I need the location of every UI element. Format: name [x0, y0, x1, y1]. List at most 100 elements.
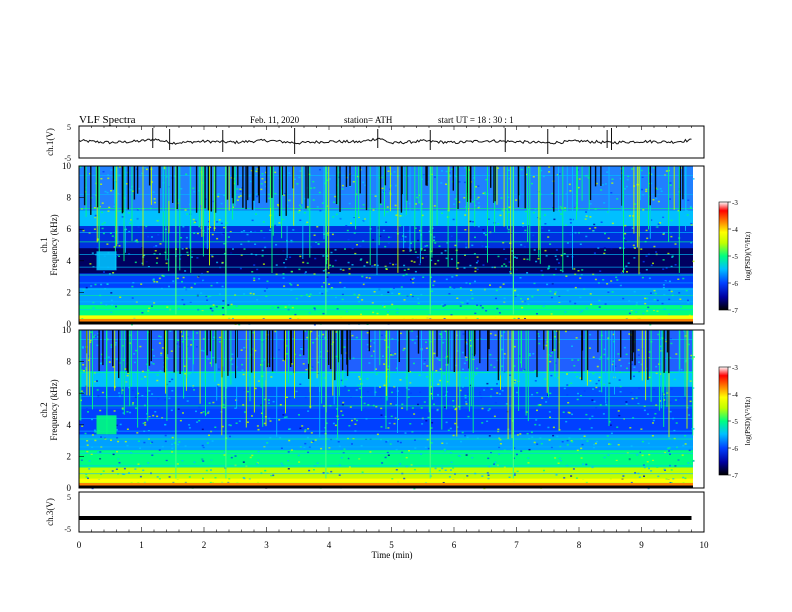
spectrogram-speckle — [274, 171, 277, 174]
spectrogram-speckle — [589, 203, 592, 205]
spectrogram-speckle — [648, 376, 651, 379]
spectrogram-speckle — [319, 209, 322, 212]
spectrogram-speckle — [635, 311, 638, 313]
spectrogram-speckle — [366, 343, 369, 346]
spectrogram-speckle — [140, 283, 143, 285]
spectrogram-speckle — [420, 453, 423, 455]
spectrogram-speckle — [566, 255, 569, 258]
spectrogram-speckle — [421, 214, 424, 217]
spectrogram-speckle — [86, 440, 89, 442]
spectrogram-speckle — [667, 423, 669, 425]
spectrogram-speckle — [366, 377, 369, 380]
spectrogram-speckle — [117, 440, 120, 443]
spectrogram-speckle — [268, 399, 270, 401]
spectrogram-speckle — [131, 389, 134, 392]
spectrogram-speckle — [312, 341, 315, 344]
spectrogram-speckle — [668, 450, 671, 452]
spectrogram-speckle — [290, 449, 293, 451]
spectrogram-speckle — [243, 389, 246, 391]
spectrogram-speckle — [481, 245, 484, 247]
spectrogram-speckle — [86, 450, 89, 453]
spectrogram-speckle — [583, 390, 586, 392]
spectrogram-speckle — [328, 178, 331, 180]
spectrogram-speckle — [628, 312, 631, 315]
spectrogram-speckle — [139, 447, 141, 449]
spectrogram-speckle — [580, 457, 583, 459]
spectrogram-speckle — [475, 373, 478, 375]
spectrogram-speckle — [253, 277, 256, 279]
spectrogram-speckle — [147, 369, 150, 372]
spectrogram-speckle — [618, 359, 621, 361]
spectrogram-speckle — [326, 255, 329, 257]
spectrogram-speckle — [527, 457, 530, 459]
spectrogram-speckle — [484, 234, 487, 236]
spectrogram-speckle — [424, 245, 427, 247]
spectrogram-speckle — [203, 280, 205, 283]
spectrogram-speckle — [467, 358, 470, 360]
spectrogram-speckle — [588, 372, 590, 375]
spectrogram-speckle — [600, 221, 603, 223]
spectrogram-speckle — [386, 206, 389, 208]
spectrogram-speckle — [450, 461, 453, 463]
spectrogram-speckle — [425, 341, 427, 343]
spectrogram-speckle — [158, 478, 161, 480]
spectrogram-speckle — [201, 444, 204, 447]
spectrogram-speckle — [550, 427, 553, 430]
spectrogram-speckle — [440, 252, 443, 254]
spectrogram-speckle — [104, 454, 107, 456]
spectrogram-speckle — [312, 180, 315, 183]
spectrogram-speckle — [247, 428, 250, 431]
spectrogram-speckle — [361, 275, 364, 278]
spectrogram-speckle — [251, 271, 254, 273]
spectrogram-speckle — [442, 457, 445, 459]
spectrogram-speckle — [593, 400, 596, 403]
spectrogram-speckle — [281, 464, 284, 467]
ch2-freq-tick-label: 2 — [67, 451, 72, 461]
spectrogram-speckle — [637, 451, 640, 453]
spectrogram-speckle — [277, 204, 279, 206]
spectrogram-speckle — [663, 232, 665, 234]
spectrogram-speckle — [222, 232, 225, 234]
spectrogram-speckle — [668, 313, 671, 315]
spectrogram-speckle — [209, 481, 212, 483]
spectrogram-speckle — [557, 462, 560, 464]
spectrogram-speckle — [394, 353, 397, 355]
spectrogram-speckle — [252, 293, 255, 295]
spectrogram-speckle — [459, 389, 462, 392]
spectrogram-speckle — [80, 390, 83, 392]
spectrogram-speckle — [689, 380, 692, 382]
spectrogram-speckle — [289, 199, 292, 202]
spectrogram-speckle — [675, 312, 678, 314]
spectrogram-speckle — [297, 454, 300, 457]
spectrogram-speckle — [669, 198, 671, 200]
spectrogram-speckle — [241, 363, 244, 366]
spectrogram-speckle — [277, 205, 280, 207]
spectrogram-speckle — [453, 287, 456, 289]
spectrogram-speckle — [427, 416, 430, 419]
spectrogram-speckle — [595, 386, 598, 389]
spectrogram-speckle — [129, 222, 132, 224]
spectrogram-speckle — [359, 376, 362, 378]
spectrogram-speckle — [585, 307, 588, 309]
spectrogram-speckle — [610, 280, 613, 282]
spectrogram-speckle — [585, 235, 588, 238]
spectrogram-speckle — [319, 168, 321, 171]
spectrogram-speckle — [689, 205, 692, 208]
spectrogram-speckle — [530, 431, 533, 434]
spectrogram-speckle — [665, 267, 668, 269]
spectrogram-speckle — [466, 475, 469, 477]
spectrogram-speckle — [566, 289, 569, 292]
spectrogram-speckle — [563, 425, 566, 428]
spectrogram-speckle — [622, 297, 625, 300]
spectrogram-speckle — [147, 235, 150, 238]
spectrogram-speckle — [497, 415, 500, 417]
spectrogram-speckle — [421, 423, 424, 425]
spectrogram-speckle — [579, 277, 582, 279]
spectrogram-speckle — [605, 403, 608, 406]
spectrogram-speckle — [404, 236, 407, 238]
spectrogram-speckle — [629, 427, 632, 429]
spectrogram-speckle — [549, 392, 552, 395]
spectrogram-speckle — [80, 459, 83, 461]
spectrogram-speckle — [238, 323, 241, 326]
spectrogram-speckle — [257, 450, 260, 453]
